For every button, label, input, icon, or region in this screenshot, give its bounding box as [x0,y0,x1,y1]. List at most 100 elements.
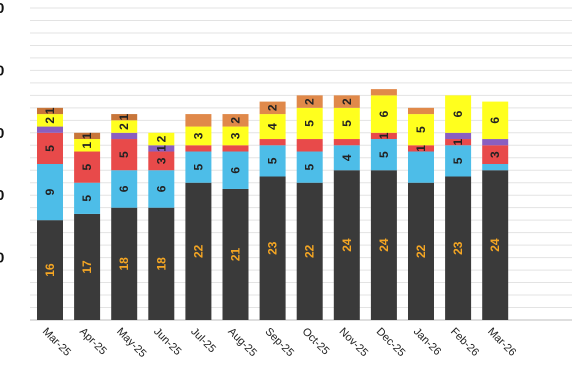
data-label: 5 [266,157,280,164]
y-tick-label: 0 [0,125,4,142]
bar-segment [222,188,249,320]
data-label: 16 [43,263,57,277]
data-label: 6 [154,185,168,192]
bar-segment [408,151,434,183]
x-tick-label: Oct-25 [300,326,332,358]
data-label: 3 [191,132,205,139]
bar-segment [185,114,212,127]
bar-segment [445,176,472,320]
data-label: 1 [414,145,428,152]
data-label: 1 [80,142,94,149]
bar-segment [259,114,286,140]
data-label: 21 [229,247,243,261]
bar-segment [370,95,397,133]
data-label: 5 [43,145,57,152]
data-label: 6 [229,167,243,174]
data-label: 1 [117,114,131,121]
x-tick-label: Mar-25 [40,326,73,359]
bar-segment [185,145,212,152]
bar-segment [37,132,63,164]
data-label: 22 [414,244,428,258]
data-label: 5 [340,120,354,127]
data-label: 2 [117,123,131,130]
bar-segment [111,170,138,208]
bar-segment [482,145,509,164]
data-label: 24 [377,238,391,252]
bar-segment [222,126,249,146]
bar-segment [222,145,249,152]
bar-segment [408,107,434,115]
y-tick-label: 0 [0,0,4,17]
data-label: 1 [80,132,94,139]
bar-segment [222,151,249,189]
bar-segment [296,107,323,140]
bar-segment [296,95,323,108]
bar-segment [370,170,397,320]
bar-segment [333,170,360,320]
bar-segment [296,151,323,183]
x-tick-label: Mar-26 [485,326,518,359]
bar-segment [482,101,509,140]
data-label: 5 [303,163,317,170]
x-tick-label: Sep-25 [262,326,296,360]
data-label: 5 [303,120,317,127]
y-tick-label: 0 [0,250,4,267]
data-labels: 1695211755111865211863122253216322354222… [43,98,502,277]
data-label: 4 [340,154,354,161]
bar-segment [296,139,323,152]
bar-segment [445,132,472,140]
x-tick-label: Dec-25 [374,326,408,360]
bar-segment [370,89,397,96]
data-label: 3 [488,151,502,158]
bar-segment [148,132,175,146]
data-label: 24 [488,238,502,252]
bar-segment [148,151,175,171]
data-label: 2 [229,117,243,124]
data-label: 24 [340,238,354,252]
bar-segment [111,120,138,133]
bar-segment [370,139,397,171]
bar-segment [111,207,138,320]
bar-segment [333,145,360,171]
bar-segment [482,139,509,146]
data-label: 5 [117,151,131,158]
data-label: 2 [266,104,280,111]
data-label: 5 [191,163,205,170]
y-tick-label: 0 [0,62,4,79]
data-label: 18 [117,257,131,271]
bar-segment [408,114,434,146]
data-label: 6 [488,117,502,124]
data-label: 2 [303,98,317,105]
bar-segment [185,151,212,183]
bar-segment [185,182,212,320]
data-label: 1 [43,107,57,114]
bar-segment [37,220,63,320]
bar-segment [148,170,175,208]
x-axis-tick-labels: Mar-25 Apr-25 May-25 Jun-25 Jul-25 Aug-25 Sep-… [40,326,518,360]
data-label: 1 [377,132,391,139]
data-label: 17 [80,260,94,274]
data-label: 5 [377,151,391,158]
bar-segment [148,145,175,152]
data-label: 3 [154,157,168,164]
x-tick-label: May-25 [114,326,148,360]
bar-segment [37,126,63,133]
y-tick-label: 0 [0,187,4,204]
x-tick-label: Jul-25 [188,326,218,356]
bar-segment [37,164,63,221]
data-label: 5 [414,126,428,133]
bar-segment [111,114,138,121]
data-label: 22 [303,244,317,258]
data-label: 5 [80,195,94,202]
bar-segment [111,139,138,171]
bar-segment [37,114,63,127]
data-label: 6 [117,185,131,192]
bar-segment [445,139,472,146]
data-label: 1 [451,139,465,146]
bar-segment [333,139,360,146]
bar-segment [259,145,286,177]
data-label: 2 [43,117,57,124]
data-label: 3 [229,132,243,139]
bar-segment [74,132,101,140]
